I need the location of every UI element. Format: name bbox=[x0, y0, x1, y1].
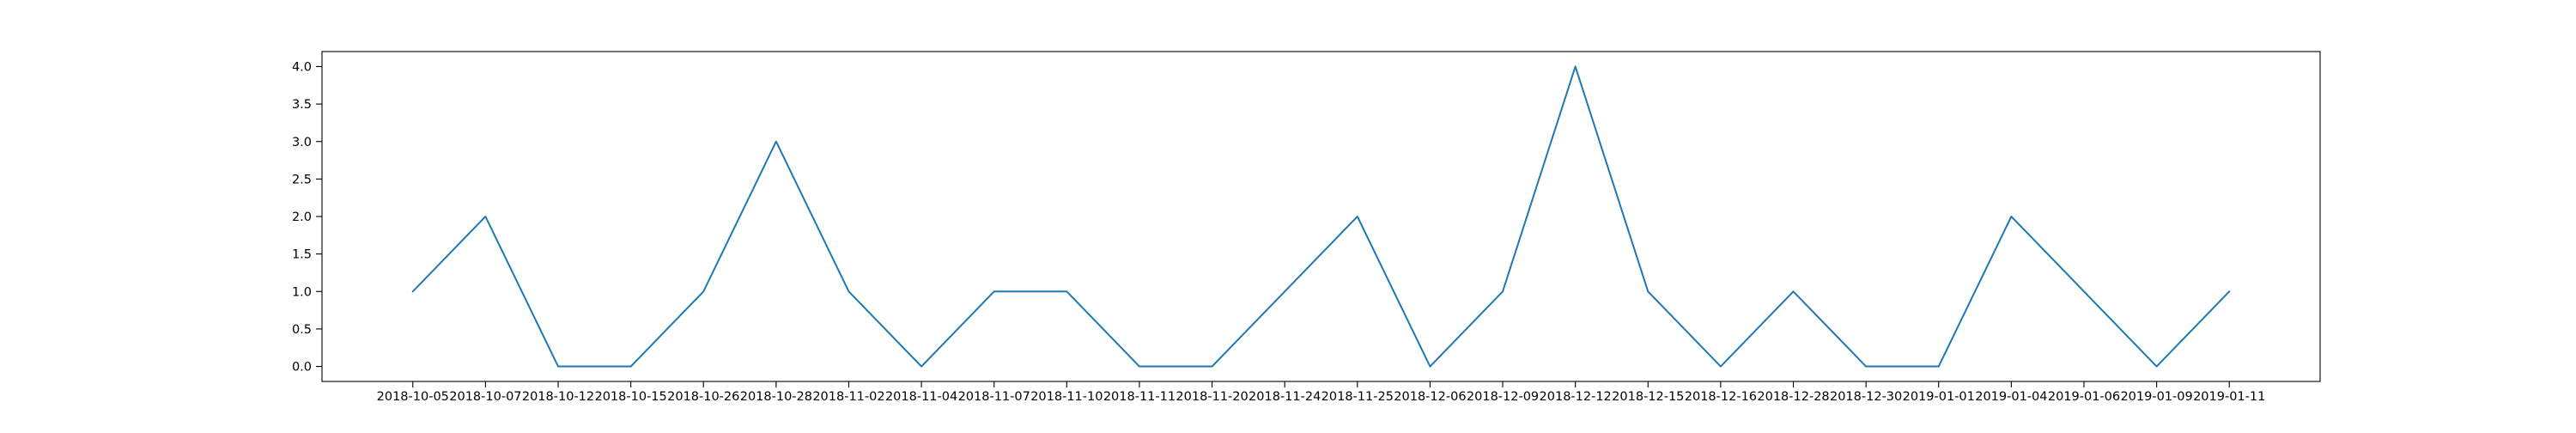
data-point bbox=[1574, 64, 1577, 68]
data-point bbox=[920, 365, 923, 369]
y-tick-label: 1.5 bbox=[292, 248, 312, 262]
plot-area bbox=[321, 51, 2321, 382]
x-tick-label: 2018-10-05 bbox=[377, 390, 449, 404]
data-point bbox=[1719, 365, 1722, 369]
data-point bbox=[993, 290, 996, 293]
x-tick-label: 2018-12-28 bbox=[1757, 390, 1829, 404]
y-tick-label: 1.0 bbox=[292, 285, 312, 299]
x-tick-label: 2018-11-07 bbox=[958, 390, 1030, 404]
x-tick-label: 2018-12-30 bbox=[1830, 390, 1902, 404]
x-tick-label: 2018-12-15 bbox=[1612, 390, 1684, 404]
x-tick-label: 2018-10-15 bbox=[594, 390, 666, 404]
series-layer bbox=[411, 64, 2231, 369]
y-tick-label: 0.5 bbox=[292, 323, 312, 337]
x-tick-label: 2018-11-02 bbox=[812, 390, 884, 404]
y-tick-label: 0.0 bbox=[292, 361, 312, 375]
x-axis: 2018-10-05 2018-10-07 2018-10-12 2018-10-15… bbox=[377, 381, 2265, 404]
x-tick-label: 2018-12-12 bbox=[1540, 390, 1612, 404]
data-point bbox=[2155, 365, 2159, 369]
data-point bbox=[1065, 290, 1068, 293]
data-point bbox=[556, 365, 560, 369]
series-line bbox=[411, 65, 2231, 368]
data-point bbox=[2009, 215, 2013, 218]
x-tick-label: 2018-10-28 bbox=[740, 390, 812, 404]
x-tick-label: 2018-11-20 bbox=[1176, 390, 1248, 404]
data-point bbox=[2227, 290, 2231, 293]
x-tick-label: 2018-11-04 bbox=[885, 390, 957, 404]
x-tick-label: 2018-11-10 bbox=[1030, 390, 1103, 404]
data-point bbox=[1428, 365, 1431, 369]
x-tick-label: 2018-10-12 bbox=[522, 390, 594, 404]
x-tick-label: 2019-01-01 bbox=[1903, 390, 1975, 404]
x-tick-label: 2018-12-16 bbox=[1685, 390, 1757, 404]
x-tick-label: 2019-01-04 bbox=[1975, 390, 2047, 404]
data-point bbox=[483, 215, 487, 218]
y-tick-label: 4.0 bbox=[292, 61, 312, 75]
x-tick-label: 2018-12-09 bbox=[1467, 390, 1539, 404]
plot-frame bbox=[321, 51, 2321, 382]
data-point bbox=[411, 290, 415, 293]
y-tick-label: 2.5 bbox=[292, 173, 312, 186]
x-tick-label: 2019-01-06 bbox=[2048, 390, 2120, 404]
data-point bbox=[1792, 290, 1795, 293]
data-point bbox=[847, 290, 850, 293]
x-tick-label: 2019-01-11 bbox=[2193, 390, 2265, 404]
data-point bbox=[702, 290, 705, 293]
y-tick-label: 3.0 bbox=[292, 136, 312, 149]
data-point bbox=[775, 140, 778, 143]
data-point bbox=[1501, 290, 1504, 293]
x-tick-label: 2018-10-07 bbox=[449, 390, 521, 404]
x-tick-label: 2018-10-26 bbox=[667, 390, 739, 404]
data-point bbox=[629, 365, 633, 369]
data-point bbox=[2082, 290, 2086, 293]
data-point bbox=[1937, 365, 1941, 369]
y-axis: 0.0 0.5 1.0 1.5 2.0 2.5 3.0 3.5 4.0 bbox=[292, 61, 322, 375]
x-tick-label: 2018-11-24 bbox=[1249, 390, 1321, 404]
data-point bbox=[1283, 290, 1286, 293]
data-point bbox=[1646, 290, 1649, 293]
x-tick-label: 2018-11-11 bbox=[1103, 390, 1176, 404]
data-point bbox=[1138, 365, 1141, 369]
y-tick-label: 2.0 bbox=[292, 210, 312, 224]
x-tick-label: 2018-12-06 bbox=[1394, 390, 1466, 404]
data-point bbox=[1211, 365, 1214, 369]
data-point bbox=[1864, 365, 1868, 369]
data-point bbox=[1356, 215, 1359, 218]
y-tick-label: 3.5 bbox=[292, 98, 312, 112]
x-tick-label: 2018-11-25 bbox=[1321, 390, 1394, 404]
x-tick-label: 2019-01-09 bbox=[2120, 390, 2192, 404]
